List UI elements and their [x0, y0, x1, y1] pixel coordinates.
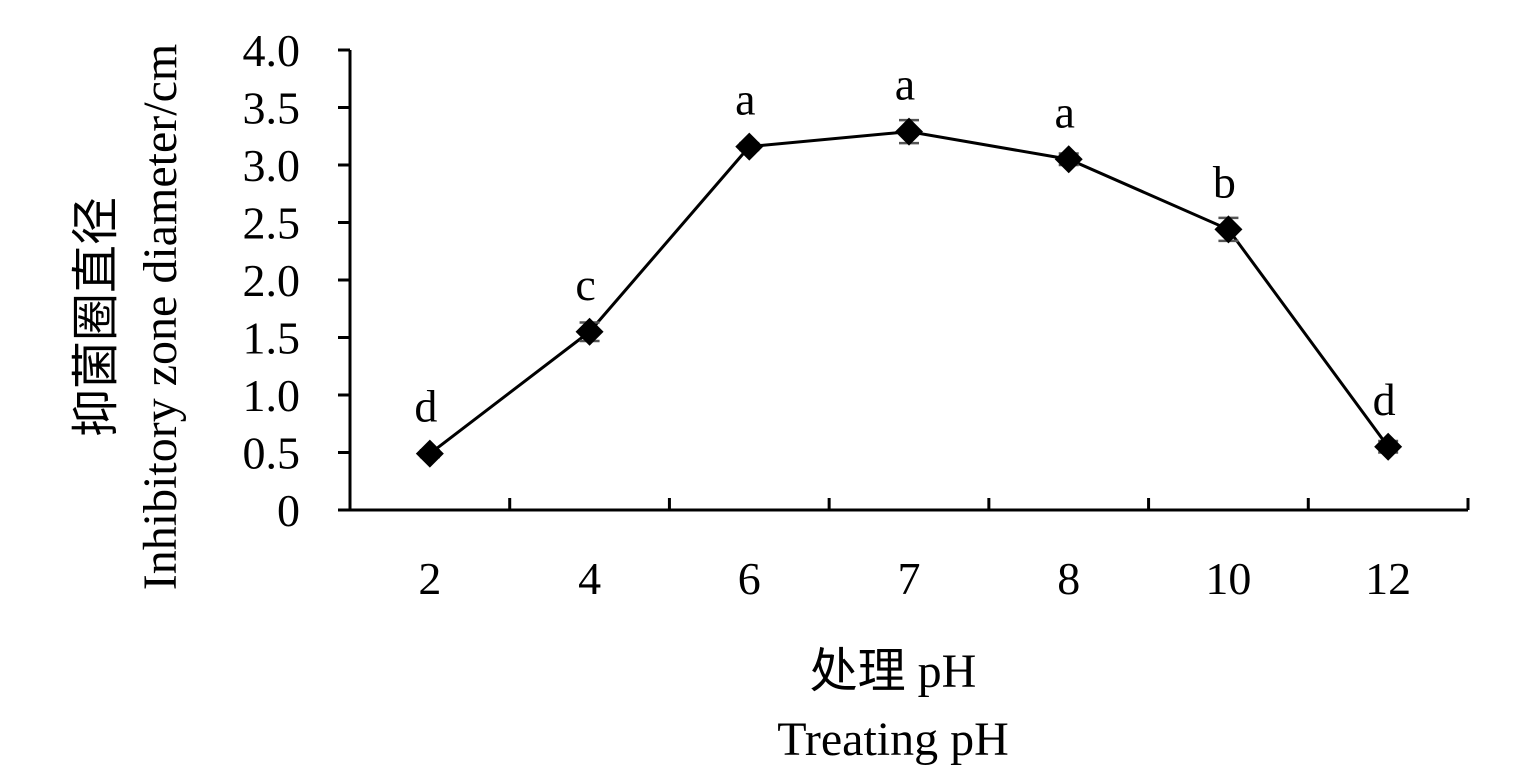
y-tick-label: 1.5	[243, 313, 301, 364]
x-tick-label: 8	[1057, 553, 1080, 604]
x-tick-label: 10	[1205, 553, 1251, 604]
data-point-marker	[895, 117, 923, 146]
data-point-marker	[735, 132, 764, 161]
y-tick-label: 4.0	[243, 25, 301, 76]
data-point-label: c	[575, 259, 595, 310]
x-axis-ticks: 2 4 6 7 8 10 12	[348, 498, 1470, 604]
data-point-label: a	[895, 59, 915, 110]
x-tick-label: 6	[738, 553, 761, 604]
axis-titles: 抑菌圈直径 Inhibitory zone diameter/cm 处理 pH …	[70, 44, 1009, 766]
series-group: d c a a a b d	[414, 59, 1403, 468]
x-tick-label: 4	[578, 553, 601, 604]
data-point-label: b	[1213, 156, 1236, 207]
x-tick-label: 12	[1365, 553, 1411, 604]
y-tick-label: 0.5	[243, 428, 301, 479]
data-point-marker	[1054, 145, 1083, 174]
data-point-marker	[1374, 432, 1403, 461]
y-tick-label: 3.0	[243, 140, 301, 191]
y-tick-label: 3.5	[243, 83, 301, 134]
data-point-label: d	[1373, 374, 1396, 425]
x-axis-title-line-1: 处理 pH	[810, 645, 977, 698]
data-point-marker	[415, 439, 444, 468]
y-tick-label: 2.0	[243, 255, 301, 306]
data-point-label: a	[735, 74, 755, 125]
x-tick-label: 7	[898, 553, 921, 604]
y-tick-label: 1.0	[243, 370, 301, 421]
x-tick-label: 2	[418, 553, 441, 604]
x-axis-title-line-2: Treating pH	[777, 713, 1009, 766]
y-axis-ticks: 0 0.5 1.0 1.5 2.0 2.5 3.0 3.5 4.0	[243, 25, 350, 536]
series-line	[428, 130, 1390, 455]
data-point-marker	[575, 317, 604, 346]
data-point-label: a	[1055, 86, 1075, 137]
y-axis-title-line-1: 抑菌圈直径	[70, 197, 123, 437]
data-point-marker	[1214, 215, 1243, 244]
data-point-label: d	[414, 381, 437, 432]
y-tick-label: 0	[277, 485, 300, 536]
y-tick-label: 2.5	[243, 198, 301, 249]
y-axis-title-line-2: Inhibitory zone diameter/cm	[134, 44, 187, 590]
